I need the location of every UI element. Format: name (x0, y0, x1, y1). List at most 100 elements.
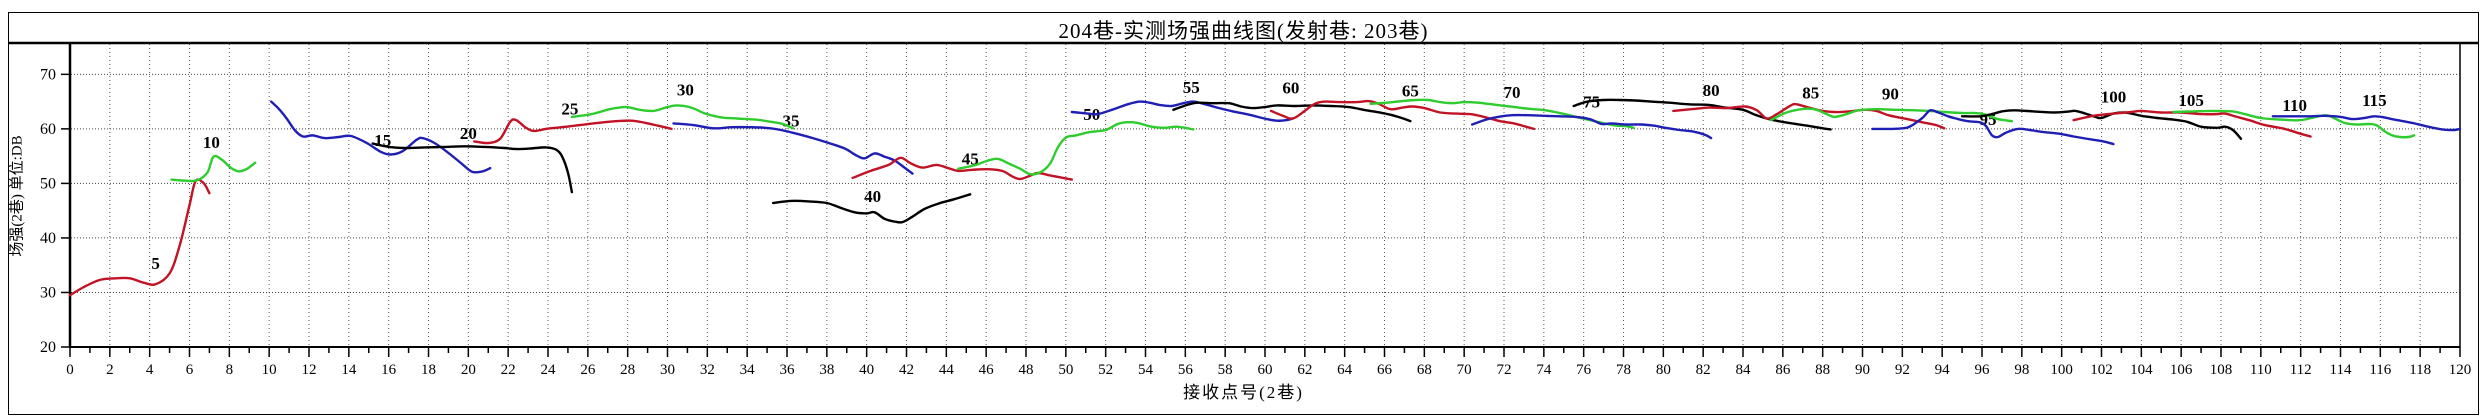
x-tick-label: 42 (899, 362, 914, 378)
series-label-105: 105 (2178, 91, 2204, 110)
x-tick-label: 36 (780, 362, 796, 378)
y-tick-label: 70 (40, 66, 56, 83)
x-tick-label: 94 (1935, 362, 1951, 378)
series-curve-5 (68, 178, 211, 297)
series-label-30: 30 (677, 81, 694, 100)
x-tick-label: 116 (2369, 362, 2391, 378)
series-label-80: 80 (1703, 81, 1720, 100)
x-tick-label: 68 (1417, 362, 1432, 378)
x-tick-label: 64 (1337, 362, 1353, 378)
x-tick-label: 84 (1736, 362, 1752, 378)
x-tick-label: 114 (2330, 362, 2352, 378)
x-tick-label: 30 (660, 362, 675, 378)
x-tick-label: 58 (1218, 362, 1233, 378)
x-tick-label: 56 (1178, 362, 1194, 378)
x-tick-label: 66 (1377, 362, 1393, 378)
x-tick-label: 106 (2170, 362, 2193, 378)
x-tick-label: 108 (2210, 362, 2233, 378)
x-tick-label: 28 (620, 362, 635, 378)
x-tick-label: 14 (341, 362, 357, 378)
x-tick-label: 80 (1656, 362, 1671, 378)
series-curve-55 (1070, 100, 1295, 122)
x-tick-label: 16 (381, 362, 397, 378)
x-tick-label: 82 (1696, 362, 1711, 378)
x-tick-label: 100 (2050, 362, 2073, 378)
series-curve-60 (1172, 101, 1412, 123)
x-tick-label: 96 (1975, 362, 1991, 378)
x-tick-label: 102 (2090, 362, 2113, 378)
x-tick-label: 52 (1098, 362, 1113, 378)
x-tick-label: 10 (262, 362, 277, 378)
x-tick-label: 88 (1815, 362, 1830, 378)
x-tick-label: 76 (1576, 362, 1592, 378)
y-tick-label: 50 (40, 175, 56, 192)
series-label-45: 45 (962, 149, 979, 168)
x-tick-label: 48 (1019, 362, 1034, 378)
series-label-110: 110 (2282, 96, 2307, 115)
x-tick-label: 120 (2449, 362, 2472, 378)
series-label-10: 10 (203, 133, 220, 152)
x-tick-label: 112 (2290, 362, 2312, 378)
series-label-40: 40 (864, 187, 881, 206)
x-tick-label: 12 (302, 362, 317, 378)
series-label-100: 100 (2101, 88, 2127, 107)
series-curve-20 (371, 142, 574, 194)
series-curve-40 (771, 193, 972, 224)
x-tick-label: 92 (1895, 362, 1910, 378)
series-curve-35 (672, 122, 914, 175)
y-tick-label: 40 (40, 230, 56, 247)
series-label-70: 70 (1503, 83, 1520, 102)
series-curve-80 (1572, 98, 1832, 131)
x-tick-label: 110 (2250, 362, 2272, 378)
x-tick-label: 50 (1058, 362, 1073, 378)
series-curve-115 (2271, 114, 2462, 132)
x-tick-label: 6 (186, 362, 194, 378)
series-curve-25 (473, 118, 673, 145)
x-tick-label: 104 (2130, 362, 2153, 378)
series-curve-10 (170, 154, 257, 183)
series-curve-50 (957, 120, 1195, 176)
y-tick-label: 20 (40, 339, 56, 356)
series-label-5: 5 (151, 254, 160, 273)
x-tick-label: 62 (1297, 362, 1312, 378)
x-tick-label: 22 (501, 362, 516, 378)
x-tick-label: 20 (461, 362, 476, 378)
series-curve-30 (570, 104, 795, 130)
x-tick-label: 26 (580, 362, 596, 378)
x-tick-label: 0 (66, 362, 74, 378)
x-tick-label: 90 (1855, 362, 1870, 378)
series-label-90: 90 (1882, 84, 1899, 103)
x-tick-label: 24 (541, 362, 557, 378)
x-tick-label: 46 (979, 362, 995, 378)
x-tick-label: 70 (1457, 362, 1472, 378)
series-label-60: 60 (1282, 78, 1299, 97)
series-curve-105 (2072, 109, 2312, 138)
x-tick-label: 40 (859, 362, 874, 378)
x-tick-label: 74 (1536, 362, 1552, 378)
x-tick-label: 98 (2014, 362, 2029, 378)
x-tick-label: 34 (740, 362, 756, 378)
series-label-20: 20 (460, 124, 477, 143)
x-tick-label: 60 (1258, 362, 1273, 378)
x-tick-label: 118 (2409, 362, 2431, 378)
x-tick-label: 38 (819, 362, 834, 378)
outer-border (8, 12, 2479, 415)
x-tick-label: 32 (700, 362, 715, 378)
y-tick-label: 60 (40, 121, 56, 138)
x-tick-label: 44 (939, 362, 955, 378)
series-curve-75 (1470, 113, 1713, 140)
x-tick-label: 2 (106, 362, 114, 378)
x-tick-label: 18 (421, 362, 436, 378)
series-curve-15 (270, 100, 492, 174)
series-label-115: 115 (2362, 91, 2387, 110)
series-label-65: 65 (1402, 82, 1419, 101)
x-tick-label: 78 (1616, 362, 1631, 378)
chart-title: 204巷-实测场强曲线图(发射巷: 203巷) (1058, 19, 1429, 43)
series-curve-100 (1960, 109, 2243, 140)
x-tick-label: 8 (226, 362, 234, 378)
series-label-85: 85 (1802, 83, 1819, 102)
series-label-25: 25 (561, 100, 578, 119)
x-tick-label: 86 (1775, 362, 1791, 378)
